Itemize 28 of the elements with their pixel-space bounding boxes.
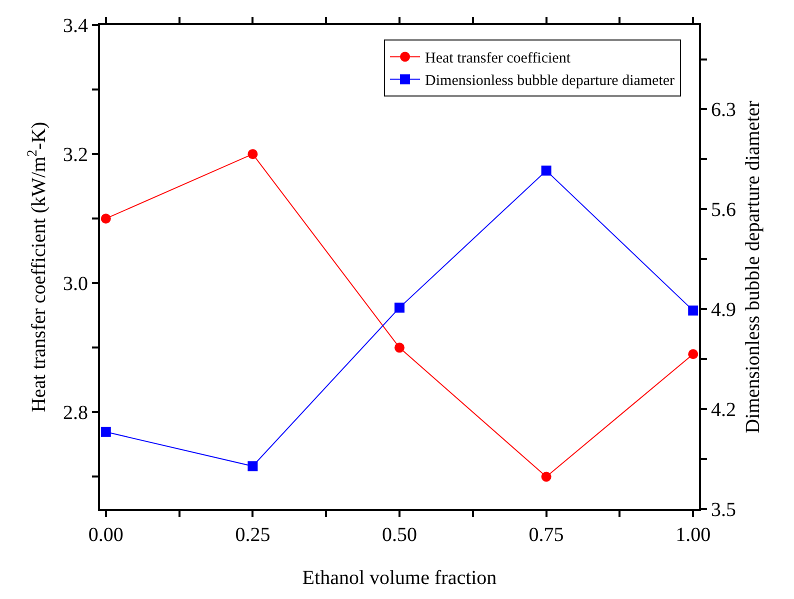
y2-tick-label: 4.2 bbox=[711, 399, 736, 422]
x-tick-label: 0.25 bbox=[235, 524, 270, 546]
point bbox=[688, 306, 698, 316]
point bbox=[248, 149, 258, 160]
x-tick-label: 1.00 bbox=[676, 524, 711, 546]
x-tick-label: 0.50 bbox=[382, 524, 417, 546]
x-tick-label: 0.00 bbox=[88, 524, 124, 546]
point bbox=[248, 461, 258, 472]
point bbox=[541, 166, 552, 176]
point bbox=[394, 342, 404, 353]
y2-tick-label: 5.6 bbox=[711, 199, 736, 222]
x-axis-title: Ethanol volume fraction bbox=[302, 567, 497, 589]
point bbox=[688, 349, 698, 360]
y-tick-label: 3.4 bbox=[63, 15, 88, 37]
point bbox=[100, 214, 111, 224]
x-tick-label: 0.75 bbox=[528, 524, 564, 546]
y-tick-label: 2.8 bbox=[63, 402, 88, 424]
y2-tick-label: 6.3 bbox=[711, 99, 736, 122]
y-tick-label: 3.0 bbox=[63, 273, 88, 296]
y2-axis-title: Dimensionless bubble departure diameter bbox=[742, 100, 764, 434]
point bbox=[541, 472, 552, 482]
point bbox=[100, 426, 111, 437]
legend-label: Dimensionless bubble departure diameter bbox=[425, 73, 675, 90]
y2-tick-label: 4.9 bbox=[711, 299, 736, 322]
legend-label: Heat transfer coefficient bbox=[425, 50, 572, 67]
y2-tick-label: 3.5 bbox=[711, 499, 736, 521]
point bbox=[394, 302, 404, 313]
y-tick-label: 3.2 bbox=[63, 144, 88, 166]
